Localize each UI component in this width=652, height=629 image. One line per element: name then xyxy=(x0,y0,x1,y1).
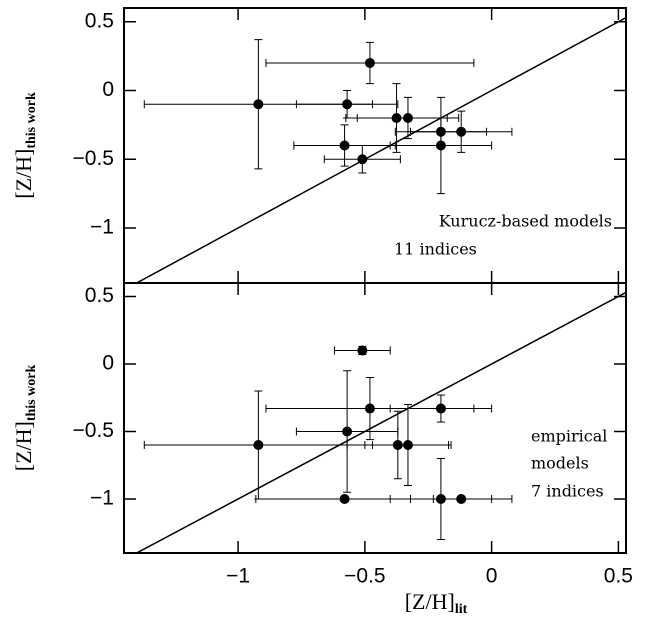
y-tick-label: −1 xyxy=(90,487,114,510)
y-label-sub: this work xyxy=(24,365,39,422)
point xyxy=(253,99,264,110)
x-label-main: [Z/H] xyxy=(405,589,455,614)
point xyxy=(253,440,264,450)
point xyxy=(402,113,413,123)
x-tick-label: 0 xyxy=(486,565,498,588)
point xyxy=(339,140,350,151)
y-tick-label: 0 xyxy=(102,352,114,375)
plot-area xyxy=(135,16,626,283)
point xyxy=(342,426,353,437)
y-tick-label: −1 xyxy=(90,216,114,239)
y-tick-label: 0.5 xyxy=(85,9,114,32)
x-tick-label: 0.5 xyxy=(604,565,633,588)
x-label-sub: lit xyxy=(455,602,468,617)
annotation: empirical xyxy=(531,427,607,446)
point xyxy=(435,403,446,414)
x-axis-label: [Z/H]lit xyxy=(405,589,468,617)
point xyxy=(456,126,467,137)
y-tick-label: 0 xyxy=(102,78,114,101)
point xyxy=(342,99,353,110)
y-axis-label: [Z/H]this work xyxy=(11,365,39,472)
point xyxy=(456,494,467,504)
y-axis-label: [Z/H]this work xyxy=(11,92,39,199)
y-label-main: [Z/H] xyxy=(11,421,36,471)
annotation: models xyxy=(531,454,589,473)
identity-line xyxy=(135,291,626,553)
point xyxy=(357,154,368,165)
frame xyxy=(123,282,627,554)
y-label-main: [Z/H] xyxy=(11,149,36,199)
annotation: 7 indices xyxy=(531,482,604,501)
plot-area xyxy=(135,291,626,553)
point xyxy=(364,403,375,414)
x-tick-label: −0.5 xyxy=(344,565,385,588)
y-tick-label: −0.5 xyxy=(73,419,114,442)
identity-line xyxy=(135,16,626,283)
annotation: 11 indices xyxy=(394,240,477,259)
point xyxy=(435,140,446,151)
x-tick-label: −1 xyxy=(226,565,250,588)
y-tick-label: −0.5 xyxy=(73,147,114,170)
point xyxy=(364,58,375,68)
y-tick-label: 0.5 xyxy=(85,284,114,307)
point xyxy=(402,440,413,450)
y-label-sub: this work xyxy=(24,92,39,149)
annotation: Kurucz-based models xyxy=(439,212,612,231)
point xyxy=(357,345,368,356)
point xyxy=(339,494,350,504)
